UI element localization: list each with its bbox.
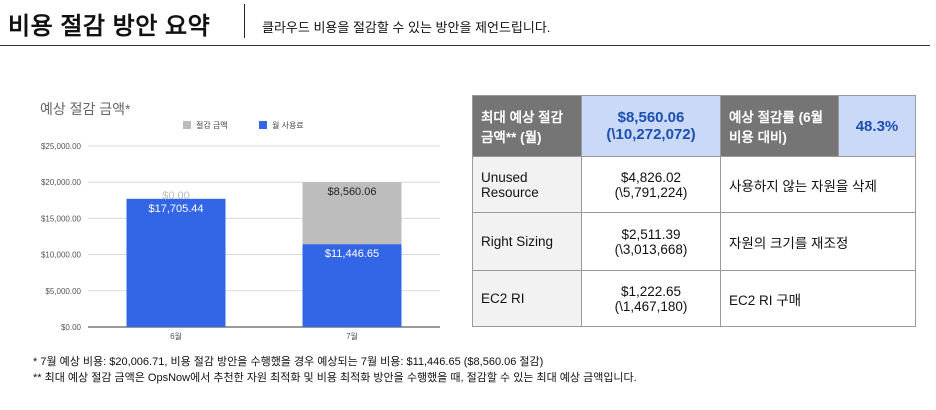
row-krw: (\3,013,668) <box>614 241 688 257</box>
page-title: 비용 절감 방안 요약 <box>8 13 211 40</box>
footnote-1: * 7월 예상 비용: $20,006.71, 비용 절감 방안을 수행했을 경… <box>33 356 544 368</box>
y-tick-label: $20,000.00 <box>41 178 82 187</box>
row-description: 자원의 크기를 재조정 <box>720 212 916 271</box>
bar-segment <box>126 198 226 327</box>
row-krw: (\5,791,224) <box>614 184 688 200</box>
row-name: Unused Resource <box>472 156 582 213</box>
legend-label: 절감 금액 <box>196 120 228 130</box>
savings-table: 최대 예상 절감 금액** (월) $8,560.06 (\10,272,072… <box>472 95 916 327</box>
row-amount: $2,511.39 (\3,013,668) <box>581 212 721 271</box>
y-tick-label: $0.00 <box>61 323 82 332</box>
table-header-row: 최대 예상 절감 금액** (월) $8,560.06 (\10,272,072… <box>472 95 916 157</box>
max-savings-label: 최대 예상 절감 금액** (월) <box>472 95 582 157</box>
footnotes: * 7월 예상 비용: $20,006.71, 비용 절감 방안을 수행했을 경… <box>33 354 637 386</box>
table-row: Unused Resource $4,826.02 (\5,791,224) 사… <box>472 156 916 213</box>
row-name: EC2 RI <box>472 270 582 327</box>
y-tick-label: $15,000.00 <box>41 214 82 223</box>
data-label: $17,705.44 <box>148 203 203 215</box>
page-subtitle: 클라우드 비용을 절감할 수 있는 방안을 제언드립니다. <box>262 20 551 35</box>
x-tick-label: 6월 <box>170 331 182 341</box>
savings-bar-chart: $0.00 $5,000.00 $10,000.00 $15,000.00 $20,00… <box>41 120 440 341</box>
y-tick-label: $5,000.00 <box>45 287 81 296</box>
savings-rate-value: 48.3% <box>838 95 916 157</box>
data-label: $8,560.06 <box>328 186 377 198</box>
header-divider <box>244 4 245 38</box>
y-tick-label: $10,000.00 <box>41 251 82 260</box>
row-usd: $1,222.65 <box>620 283 682 299</box>
row-name: Right Sizing <box>472 212 582 271</box>
x-tick-label: 7월 <box>346 331 358 341</box>
bar-segment <box>302 182 402 245</box>
data-label: $11,446.65 <box>325 248 379 260</box>
data-label: $0.00 <box>162 190 190 202</box>
row-usd: $2,511.39 <box>621 226 681 242</box>
footnote-2: ** 최대 예상 절감 금액은 OpsNow에서 추천한 자원 최적화 및 비용… <box>33 372 637 384</box>
legend-label: 월 사용료 <box>272 120 304 130</box>
legend-swatch <box>183 121 191 129</box>
legend-swatch <box>259 121 267 129</box>
savings-rate-label: 예상 절감률 (6월 비용 대비) <box>720 95 839 157</box>
max-savings-value: $8,560.06 (\10,272,072) <box>581 95 721 157</box>
y-tick-label: $25,000.00 <box>41 142 82 151</box>
row-description: 사용하지 않는 자원을 삭제 <box>720 156 916 213</box>
max-savings-krw: (\10,272,072) <box>606 126 696 143</box>
table-row: Right Sizing $2,511.39 (\3,013,668) 자원의 … <box>472 212 916 271</box>
header-rule <box>0 45 930 46</box>
row-amount: $4,826.02 (\5,791,224) <box>581 156 721 213</box>
bar-segment <box>302 244 402 327</box>
row-description: EC2 RI 구매 <box>720 270 916 327</box>
table-row: EC2 RI $1,222.65 (\1,467,180) EC2 RI 구매 <box>472 270 916 327</box>
row-usd: $4,826.02 <box>620 169 682 185</box>
max-savings-usd: $8,560.06 <box>617 109 685 126</box>
row-amount: $1,222.65 (\1,467,180) <box>581 270 721 327</box>
chart-title: 예상 절감 금액* <box>40 101 131 117</box>
row-krw: (\1,467,180) <box>614 298 688 314</box>
